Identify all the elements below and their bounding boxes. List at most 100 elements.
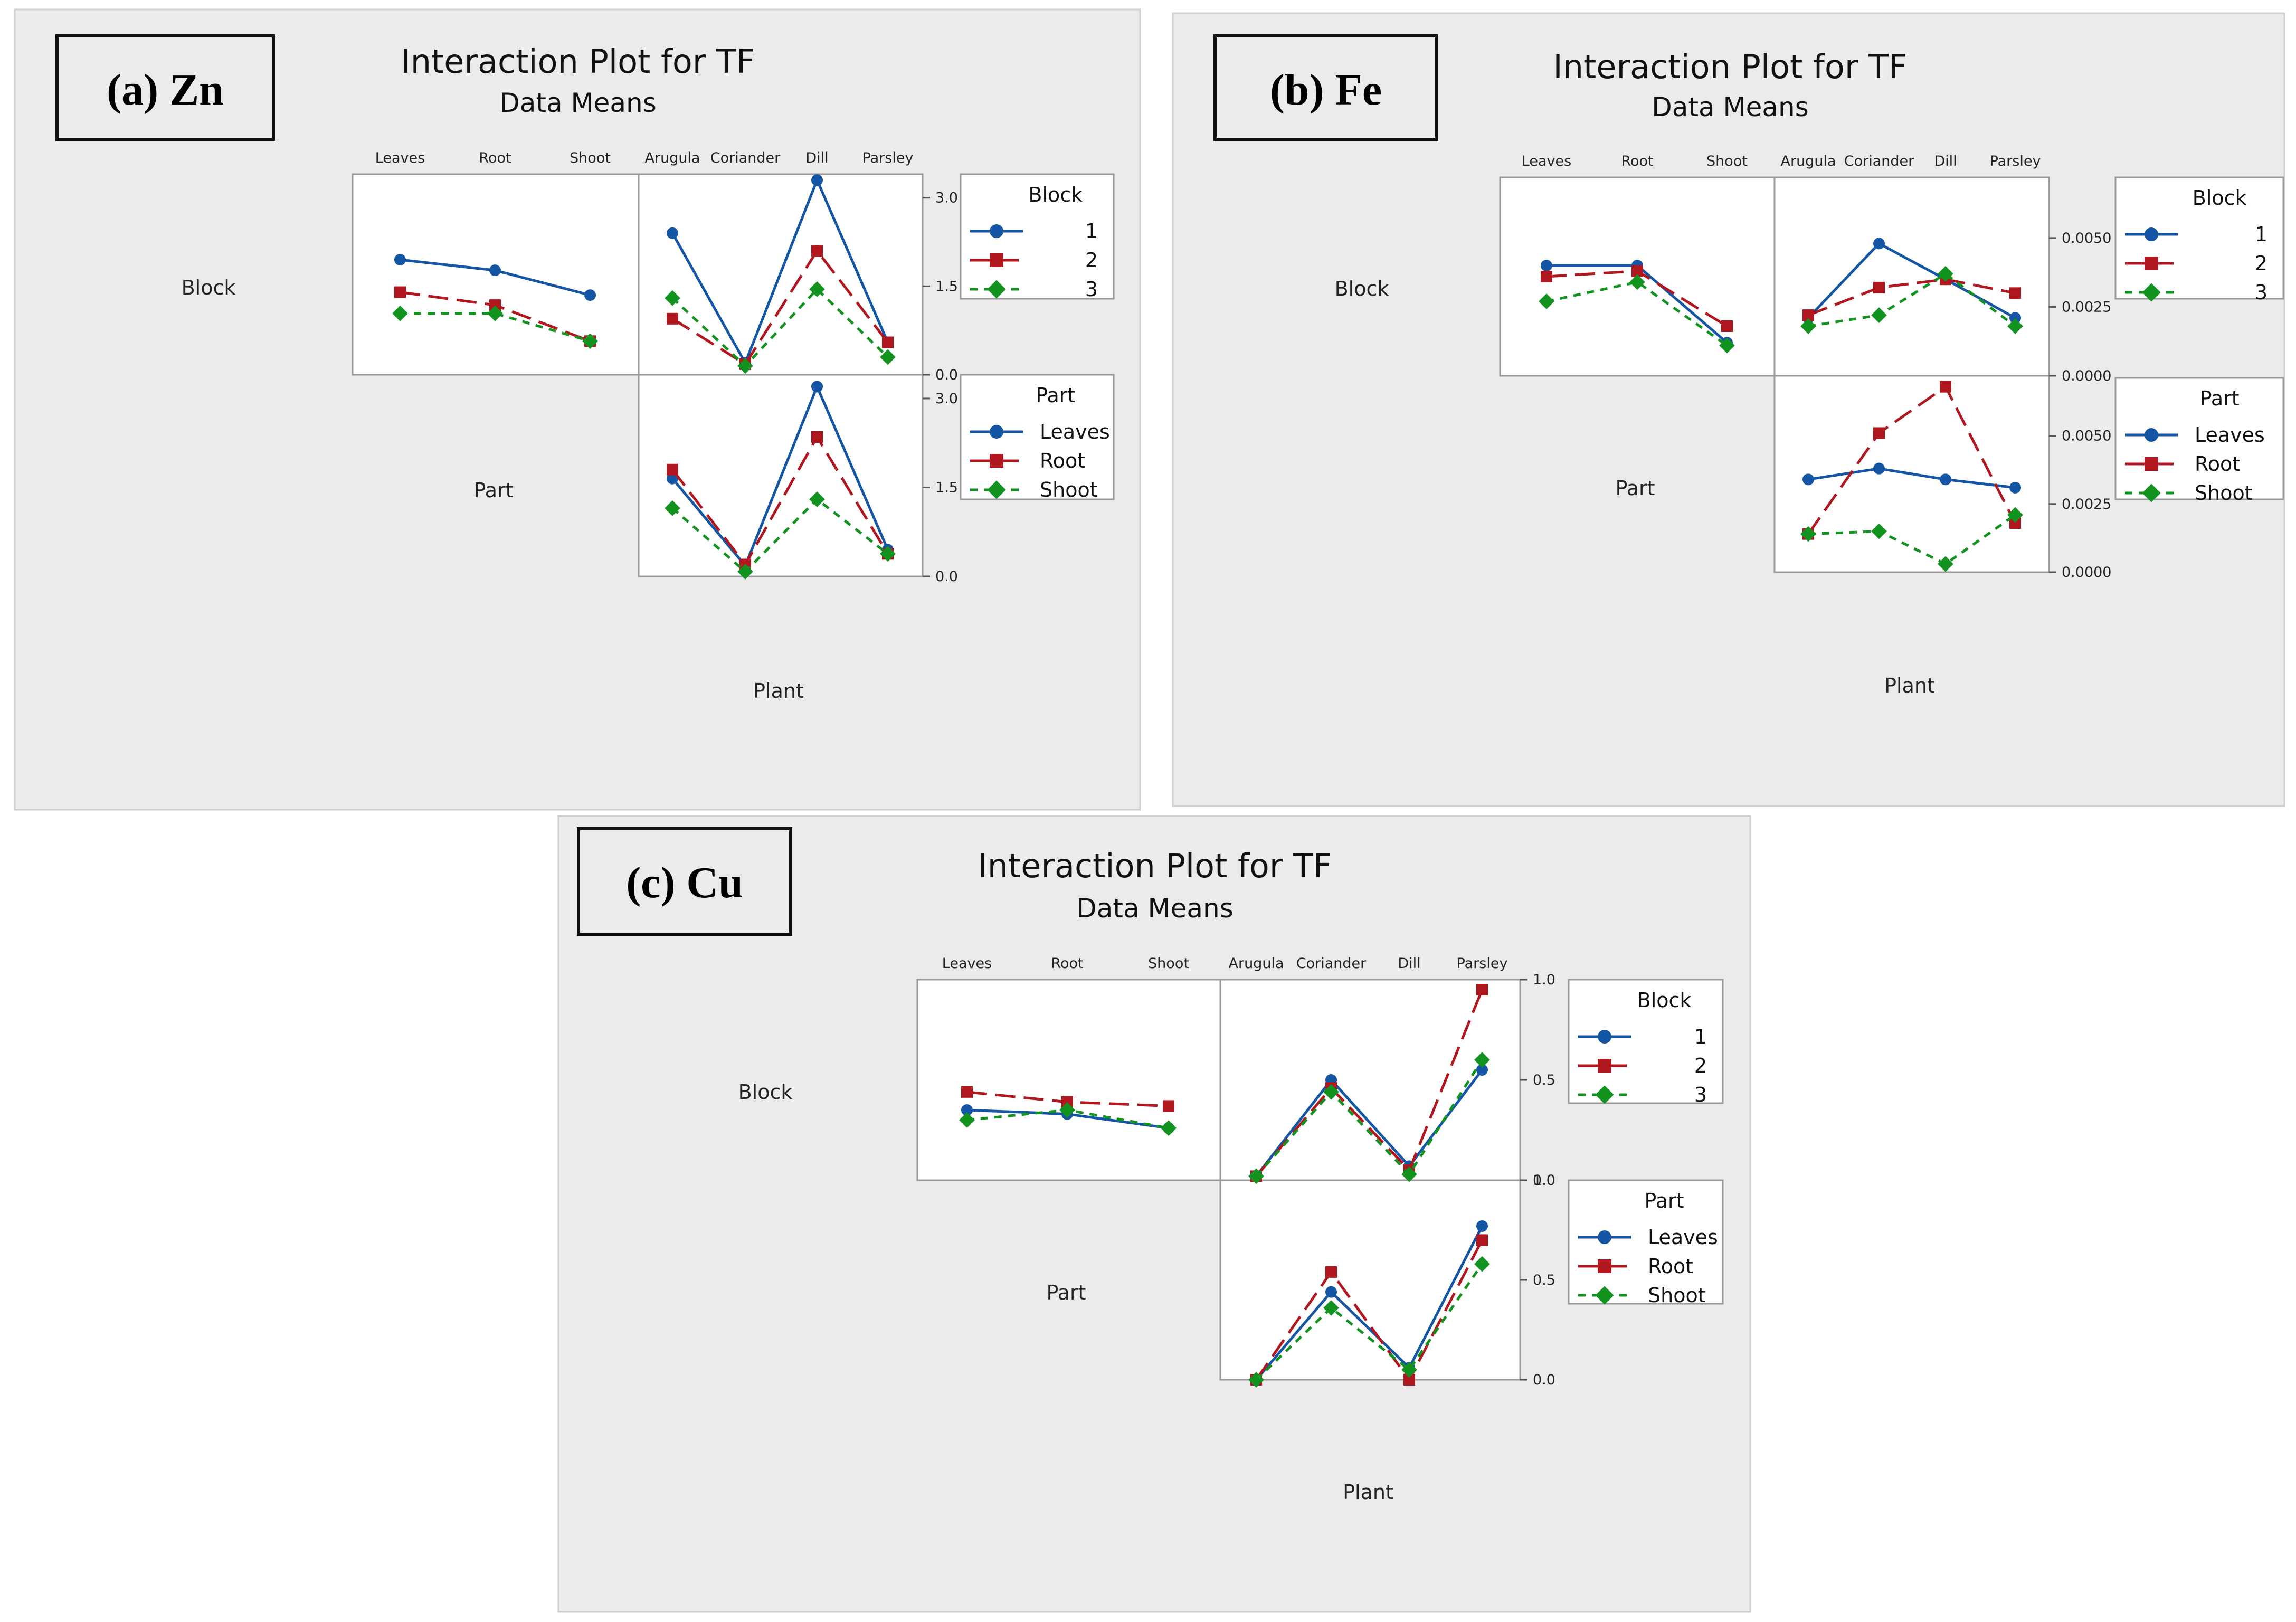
block-by-part-point (1163, 1100, 1174, 1112)
plot-part-by-plant (1219, 1179, 1521, 1381)
legend-part-entry: Root (2195, 452, 2240, 476)
legend-part-title: Part (2200, 387, 2240, 410)
y-tick-label: 0.0 (1533, 1372, 1555, 1388)
plot-block-by-plant (1219, 979, 1521, 1181)
chart-title: Interaction Plot for TF (401, 42, 755, 81)
factor-label-plant: Plant (1343, 1481, 1393, 1504)
block-by-plant-point (1873, 238, 1885, 250)
block-by-plant-point (809, 281, 825, 297)
legend-part-entry: Leaves (1648, 1226, 1718, 1249)
block-by-plant-point (880, 349, 896, 365)
legend-part-entry: Shoot (1648, 1284, 1706, 1307)
chart-title: Interaction Plot for TF (1553, 48, 1907, 86)
block-by-plant-point (1474, 1052, 1490, 1068)
block-by-part-line-3 (1546, 280, 1728, 347)
block-by-plant-point (667, 227, 678, 239)
panel-background (557, 815, 1751, 1613)
legend-block-marker (987, 280, 1006, 299)
chart-title: Interaction Plot for TF (978, 847, 1332, 885)
y-tick-label: 3.0 (935, 190, 958, 206)
legend-part (960, 374, 1115, 500)
panel-label: (c) Cu (626, 858, 743, 907)
factor-label-plant: Plant (1884, 674, 1935, 697)
x-tick-label-part: Leaves (942, 955, 992, 972)
x-tick-label-plant: Dill (1398, 955, 1420, 972)
block-by-part-point (1161, 1120, 1177, 1136)
legend-block-entry: 2 (1694, 1054, 1707, 1077)
part-by-plant-line-leaves (671, 383, 889, 568)
block-by-plant-line-2 (671, 248, 889, 366)
part-by-plant-point (811, 381, 823, 393)
legend-part-marker (1598, 1230, 1611, 1244)
factor-label-plant: Plant (753, 679, 804, 703)
x-tick-label-plant: Parsley (1990, 153, 2041, 169)
panel-label: (a) Zn (107, 65, 224, 115)
legend-block-marker (2145, 227, 2158, 241)
block-by-part-point (1631, 265, 1643, 277)
block-by-part-point (489, 264, 501, 277)
part-by-plant-point (1476, 1234, 1488, 1246)
block-by-plant-line-3 (671, 287, 889, 368)
block-by-plant-point (665, 290, 680, 306)
part-by-plant-point (667, 472, 678, 485)
legend-part-marker (2142, 483, 2161, 502)
x-tick-label-plant: Coriander (1844, 153, 1914, 169)
legend-block (2114, 176, 2284, 300)
part-by-plant-point (1802, 473, 1814, 486)
x-tick-label-plant: Dill (1934, 153, 1957, 169)
block-by-part-point (392, 305, 408, 321)
x-tick-label-part: Root (1051, 955, 1083, 972)
part-by-plant-point (665, 500, 680, 516)
legend-block-title: Block (1637, 989, 1692, 1012)
legend-part-entry: Root (1040, 449, 1085, 472)
x-tick-label-plant: Arugula (645, 150, 700, 166)
factor-label-block: Block (182, 276, 236, 299)
part-by-plant-point (1800, 526, 1816, 542)
legend-block-marker (1598, 1059, 1611, 1073)
block-by-part-point (584, 289, 596, 301)
panel-label-box (1213, 34, 1438, 141)
part-by-plant-line-shoot (671, 497, 889, 574)
block-by-part-point (1539, 293, 1554, 309)
legend-part-marker (2145, 457, 2158, 471)
part-by-plant-point (1474, 1256, 1490, 1272)
y-tick-label: 0.5 (1533, 1072, 1555, 1088)
x-tick-label-part: Root (1621, 153, 1653, 169)
y-tick-label: 0.0 (935, 367, 958, 383)
legend-block-title: Block (2193, 186, 2247, 210)
block-by-part-point (1061, 1096, 1073, 1108)
x-tick-label-plant: Parsley (1457, 955, 1508, 972)
block-by-plant-point (1873, 281, 1885, 293)
x-tick-label-part: Leaves (1522, 153, 1571, 169)
y-tick-label: 3.0 (935, 391, 958, 407)
block-by-part-line-3 (400, 312, 591, 343)
block-by-plant-point (811, 174, 823, 186)
part-by-plant-line-root (1255, 1239, 1484, 1382)
legend-block-title: Block (1028, 183, 1083, 206)
part-by-plant-point (1248, 1372, 1264, 1388)
part-by-plant-point (2007, 507, 2023, 523)
legend-part-marker (1598, 1259, 1611, 1273)
legend-block-entry: 3 (1694, 1083, 1707, 1106)
part-by-plant-point (737, 564, 753, 580)
x-tick-label-plant: Arugula (1229, 955, 1284, 972)
y-tick-label: 1.0 (1533, 1172, 1555, 1189)
block-by-plant-point (882, 336, 894, 348)
block-by-plant-point (2009, 312, 2021, 324)
chart-subtitle: Data Means (499, 88, 657, 118)
chart-subtitle: Data Means (1076, 893, 1234, 924)
legend-block-marker (1598, 1030, 1611, 1044)
part-by-plant-point (667, 463, 678, 476)
part-by-plant-point (1871, 523, 1887, 539)
block-by-plant-point (1323, 1084, 1339, 1100)
block-by-plant-point (1938, 265, 1953, 282)
panel-background (14, 8, 1141, 811)
legend-block-entry: 3 (2255, 281, 2267, 304)
part-by-plant-point (811, 431, 823, 443)
block-by-part-point (394, 286, 406, 298)
plot-block-by-plant (1773, 176, 2050, 377)
legend-block-marker (1595, 1085, 1614, 1104)
legend-part-entry: Root (1648, 1255, 1693, 1278)
x-tick-label-part: Shoot (1706, 153, 1748, 169)
part-by-plant-point (1401, 1362, 1417, 1378)
